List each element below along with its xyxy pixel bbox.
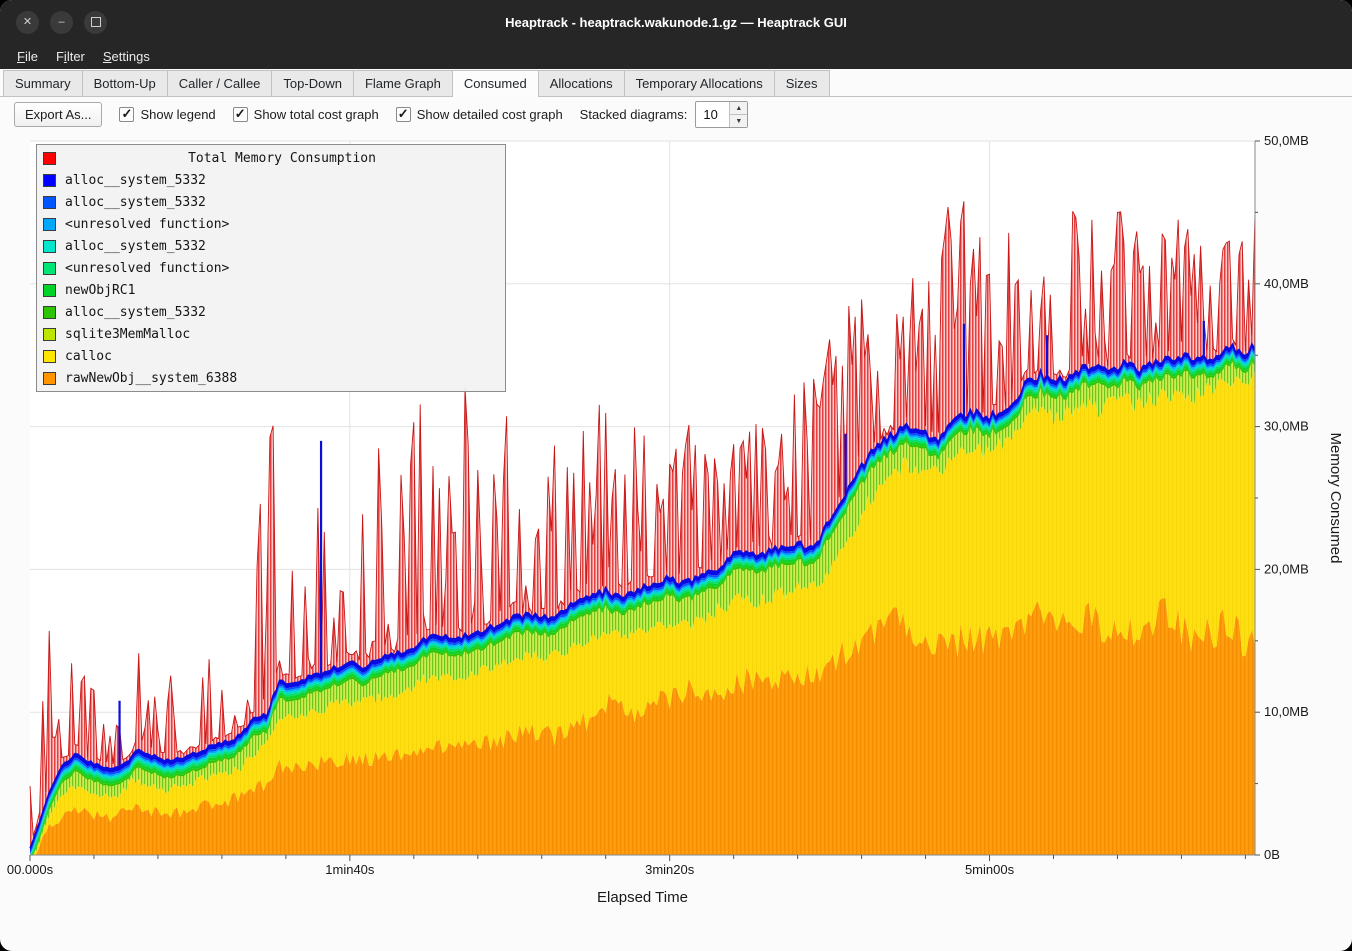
tab-bar: Summary Bottom-Up Caller / Callee Top-Down F…	[0, 69, 1352, 97]
legend-item: alloc__system_5332	[37, 169, 505, 191]
menubar: File Filter Settings	[0, 44, 1352, 69]
series-area-sqlite-hatch	[30, 361, 1255, 854]
checkbox-check-icon	[119, 107, 135, 122]
maximize-icon	[90, 17, 101, 27]
chart-area[interactable]: 00.000s 1min40s 3min20s 5min00s 0B 10,0MB 20,0…	[0, 132, 1352, 922]
x-tick-label: 5min00s	[965, 862, 1015, 877]
minimize-button[interactable]: –	[50, 10, 73, 34]
chart-legend: Total Memory Consumption alloc__system_53…	[36, 144, 506, 392]
legend-label: alloc__system_5332	[65, 194, 206, 210]
toolbar: Export As... Show legend Show total cost…	[0, 97, 1352, 132]
show-total-cost-checkbox[interactable]: Show total cost graph	[232, 107, 379, 122]
series-area-calloc-hatch	[30, 370, 1255, 855]
close-button[interactable]: ✕	[16, 10, 39, 34]
menu-settings[interactable]: Settings	[102, 49, 150, 64]
legend-item: sqlite3MemMalloc	[37, 323, 505, 345]
legend-label: alloc__system_5332	[65, 238, 206, 254]
legend-item: alloc__system_5332	[37, 301, 505, 323]
titlebar: ✕ – Heaptrack - heaptrack.wakunode.1.gz …	[0, 0, 1352, 44]
x-tick-label: 3min20s	[645, 862, 695, 877]
tab-bottom-up[interactable]: Bottom-Up	[81, 70, 168, 96]
solid-total-line	[29, 341, 1256, 849]
legend-label: alloc__system_5332	[65, 304, 206, 320]
y-tick-label: 10,0MB	[1264, 704, 1309, 719]
tab-top-down[interactable]: Top-Down	[271, 70, 354, 96]
tab-sizes[interactable]: Sizes	[773, 70, 830, 96]
spinbox-buttons: ▲ ▼	[729, 102, 748, 127]
legend-label: alloc__system_5332	[65, 172, 206, 188]
stacked-diagrams-spinbox[interactable]: 10 ▲ ▼	[695, 101, 749, 128]
y-axis-title: Memory Consumed	[1327, 433, 1344, 564]
maximize-button[interactable]	[84, 10, 107, 34]
legend-swatch	[43, 151, 56, 165]
legend-title-row: Total Memory Consumption	[37, 147, 505, 169]
y-tick-label: 0B	[1264, 847, 1280, 862]
x-axis-title: Elapsed Time	[597, 889, 688, 906]
window-title: Heaptrack - heaptrack.wakunode.1.gz — He…	[505, 14, 847, 30]
spinbox-value[interactable]: 10	[703, 107, 718, 122]
tab-consumed[interactable]: Consumed	[451, 70, 539, 97]
show-legend-checkbox[interactable]: Show legend	[119, 107, 216, 122]
legend-swatch	[43, 173, 56, 187]
legend-swatch	[43, 239, 56, 253]
legend-swatch	[43, 261, 56, 275]
legend-label: Total Memory Consumption	[188, 150, 376, 166]
x-tick-label: 1min40s	[325, 862, 375, 877]
stacked-diagrams-label: Stacked diagrams:	[579, 107, 688, 122]
checkbox-check-icon	[232, 107, 248, 122]
legend-swatch	[43, 217, 56, 231]
spin-up-button[interactable]: ▲	[730, 102, 747, 114]
tab-summary[interactable]: Summary	[3, 70, 83, 96]
legend-item: <unresolved function>	[37, 257, 505, 279]
menu-filter[interactable]: Filter	[55, 49, 85, 64]
tab-caller-callee[interactable]: Caller / Callee	[166, 70, 273, 96]
x-tick-label: 00.000s	[7, 862, 54, 877]
legend-item: alloc__system_5332	[37, 235, 505, 257]
tab-temporary-allocations[interactable]: Temporary Allocations	[623, 70, 775, 96]
y-tick-label: 40,0MB	[1264, 276, 1309, 291]
legend-swatch	[43, 195, 56, 209]
spin-down-button[interactable]: ▼	[730, 114, 748, 127]
legend-item: rawNewObj__system_6388	[37, 367, 505, 389]
legend-label: calloc	[65, 348, 112, 364]
checkbox-label: Show total cost graph	[253, 107, 379, 122]
legend-label: rawNewObj__system_6388	[65, 370, 238, 386]
legend-swatch	[43, 283, 56, 297]
legend-item: <unresolved function>	[37, 213, 505, 235]
y-tick-label: 20,0MB	[1264, 561, 1309, 576]
series-area-rawnewobj-hatch	[30, 598, 1255, 855]
total-consumption-line	[29, 201, 1256, 836]
chevron-up-icon: ▲	[735, 104, 743, 112]
close-icon: ✕	[22, 15, 33, 28]
checkbox-label: Show detailed cost graph	[416, 107, 563, 122]
minimize-icon: –	[58, 15, 65, 28]
export-as-button[interactable]: Export As...	[14, 102, 103, 127]
legend-swatch	[43, 349, 56, 363]
checkbox-check-icon	[395, 107, 411, 122]
menu-file[interactable]: File	[17, 49, 38, 64]
legend-swatch	[43, 305, 56, 319]
legend-item: alloc__system_5332	[37, 191, 505, 213]
show-detailed-cost-checkbox[interactable]: Show detailed cost graph	[395, 107, 563, 122]
window-controls: ✕ –	[16, 0, 107, 44]
legend-label: newObjRC1	[65, 282, 136, 298]
legend-item: newObjRC1	[37, 279, 505, 301]
y-tick-label: 50,0MB	[1264, 133, 1309, 148]
legend-item: calloc	[37, 345, 505, 367]
legend-label: <unresolved function>	[65, 260, 230, 276]
y-tick-label: 30,0MB	[1264, 419, 1309, 434]
consumed-chart[interactable]: 00.000s 1min40s 3min20s 5min00s 0B 10,0MB 20,0…	[0, 132, 1352, 922]
tab-allocations[interactable]: Allocations	[537, 70, 625, 96]
legend-swatch	[43, 371, 56, 385]
tab-flame-graph[interactable]: Flame Graph	[352, 70, 453, 96]
legend-swatch	[43, 327, 56, 341]
legend-label: sqlite3MemMalloc	[65, 326, 191, 342]
total-consumption-hatch	[30, 201, 1255, 849]
legend-label: <unresolved function>	[65, 216, 230, 232]
chevron-down-icon: ▼	[735, 117, 743, 125]
checkbox-label: Show legend	[140, 107, 216, 122]
